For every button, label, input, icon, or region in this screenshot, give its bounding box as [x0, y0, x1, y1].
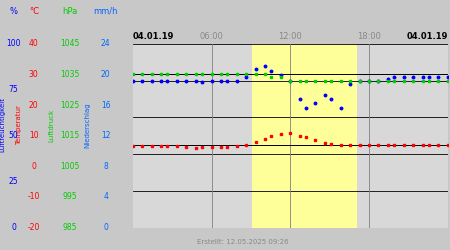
Text: 06:00: 06:00: [199, 32, 224, 41]
Text: Luftfeuchtigkeit: Luftfeuchtigkeit: [0, 98, 5, 152]
Text: 12: 12: [101, 131, 111, 140]
Text: 18:00: 18:00: [357, 32, 381, 41]
Text: 1005: 1005: [60, 162, 80, 171]
Text: %: %: [9, 7, 18, 16]
Text: 04.01.19: 04.01.19: [406, 32, 448, 41]
Text: 30: 30: [29, 70, 39, 79]
Bar: [252, 44, 357, 228]
Text: 8: 8: [104, 162, 108, 171]
Text: 1025: 1025: [60, 100, 79, 110]
Text: 16: 16: [101, 100, 111, 110]
Text: mm/h: mm/h: [94, 7, 118, 16]
Text: 75: 75: [9, 85, 18, 94]
Text: 20: 20: [29, 100, 39, 110]
Text: -10: -10: [27, 192, 40, 202]
Text: Luftdruck: Luftdruck: [49, 108, 55, 142]
Text: Erstellt: 12.05.2025 09:26: Erstellt: 12.05.2025 09:26: [197, 239, 289, 245]
Text: 100: 100: [6, 39, 21, 48]
Text: 1045: 1045: [60, 39, 80, 48]
Text: 40: 40: [29, 39, 39, 48]
Text: hPa: hPa: [62, 7, 77, 16]
Text: 1015: 1015: [60, 131, 79, 140]
Text: 0: 0: [32, 162, 36, 171]
Text: Temperatur: Temperatur: [16, 105, 22, 145]
Text: 10: 10: [29, 131, 39, 140]
Text: 0: 0: [104, 223, 108, 232]
Text: 50: 50: [9, 131, 18, 140]
Text: 0: 0: [11, 223, 16, 232]
Text: 4: 4: [104, 192, 108, 202]
Text: 1035: 1035: [60, 70, 80, 79]
Text: 985: 985: [63, 223, 77, 232]
Text: Niederschlag: Niederschlag: [85, 102, 91, 148]
Text: 25: 25: [9, 177, 18, 186]
Text: 04.01.19: 04.01.19: [133, 32, 174, 41]
Text: 995: 995: [63, 192, 77, 202]
Text: 12:00: 12:00: [279, 32, 302, 41]
Text: 24: 24: [101, 39, 111, 48]
Text: 20: 20: [101, 70, 111, 79]
Text: -20: -20: [27, 223, 40, 232]
Text: °C: °C: [29, 7, 39, 16]
